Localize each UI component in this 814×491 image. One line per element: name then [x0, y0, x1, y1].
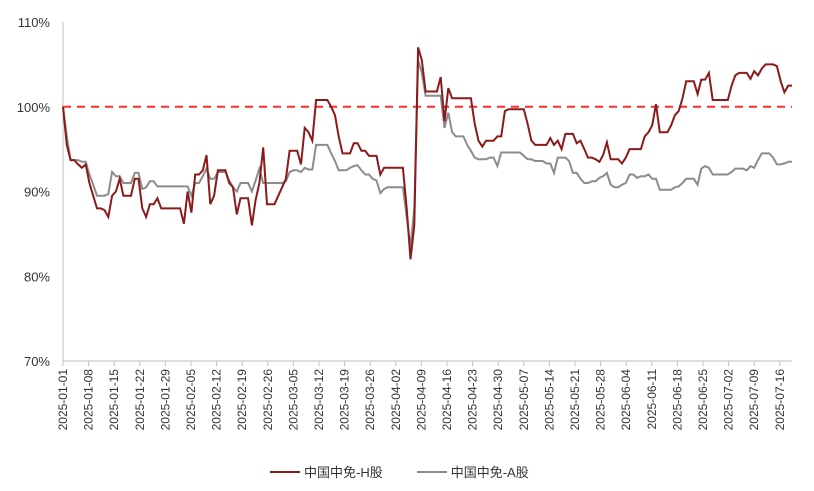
x-tick-label: 2025-04-23	[466, 369, 480, 431]
legend-label-h-share: 中国中免-H股	[304, 465, 383, 480]
x-tick-label: 2025-04-30	[491, 369, 505, 431]
x-tick-label: 2025-05-14	[542, 369, 556, 431]
x-tick-label: 2025-06-11	[645, 369, 659, 430]
x-axis: 2025-01-01 2025-01-08 2025-01-15 2025-01-22…	[56, 360, 792, 431]
x-tick-label: 2025-02-26	[261, 369, 275, 431]
x-tick-label: 2025-02-12	[210, 369, 224, 431]
legend-swatch-h-share	[270, 470, 300, 473]
x-tick-label: 2025-03-12	[312, 369, 326, 431]
x-tick-label: 2025-02-05	[184, 369, 198, 431]
y-tick-label: 80%	[24, 269, 50, 284]
x-tick-label: 2025-06-18	[670, 369, 684, 431]
x-tick-label: 2025-05-21	[568, 369, 582, 431]
x-tick-label: 2025-06-04	[619, 369, 633, 431]
x-tick-label: 2025-03-26	[363, 369, 377, 431]
x-tick-label: 2025-01-29	[158, 369, 172, 431]
x-tick-label: 2025-01-22	[133, 369, 147, 431]
legend: 中国中免-H股 中国中免-A股	[270, 462, 529, 481]
x-tick-label: 2025-04-02	[389, 369, 403, 431]
x-tick-label: 2025-01-08	[82, 369, 96, 431]
x-tick-label: 2025-07-09	[747, 369, 761, 431]
x-tick-label: 2025-04-16	[440, 369, 454, 431]
x-tick-label: 2025-03-05	[286, 369, 300, 431]
legend-item-a-share: 中国中免-A股	[416, 462, 529, 481]
legend-swatch-a-share	[416, 470, 447, 473]
y-tick-label: 90%	[24, 185, 50, 200]
y-tick-label: 100%	[17, 100, 51, 115]
series-h-share-line	[62, 47, 792, 260]
x-tick-label: 2025-05-07	[517, 369, 531, 431]
y-tick-label: 110%	[18, 15, 51, 30]
legend-item-h-share: 中国中免-H股	[270, 462, 383, 481]
x-tick-label: 2025-07-02	[722, 369, 736, 431]
line-chart: 70%80%90%100%110% 2025-01-01 2025-01-08 20…	[17, 15, 792, 431]
x-tick-label: 2025-03-19	[338, 369, 352, 431]
y-tick-label: 70%	[24, 354, 50, 369]
x-tick-label: 2025-06-25	[696, 369, 710, 431]
legend-label-a-share: 中国中免-A股	[450, 465, 529, 480]
x-tick-label: 2025-02-19	[235, 369, 249, 431]
series-a-share-line	[62, 59, 792, 247]
x-tick-label: 2025-07-16	[773, 369, 787, 431]
x-tick-label: 2025-05-28	[594, 369, 608, 431]
y-axis: 70% 80% 90% 100% 110%	[17, 15, 64, 369]
x-tick-label: 2025-01-01	[56, 369, 70, 431]
x-tick-label: 2025-04-09	[414, 369, 428, 431]
x-tick-label: 2025-01-15	[107, 369, 121, 431]
